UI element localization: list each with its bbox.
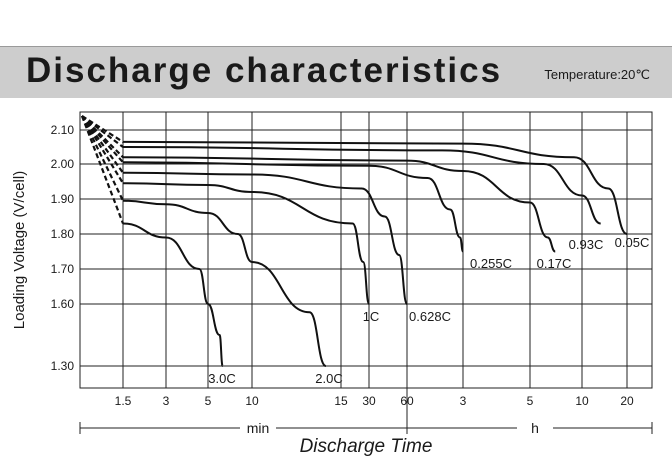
- title-banner: Discharge characteristics Temperature:20…: [0, 46, 672, 98]
- curve-label: 1C: [363, 309, 380, 324]
- x-unit-label: min: [247, 420, 270, 436]
- curve-label: 0.255C: [470, 256, 512, 271]
- x-tick-label: 10: [575, 394, 589, 408]
- discharge-curve: [122, 199, 327, 367]
- curve-initial-dip: [81, 115, 124, 143]
- discharge-curve: [122, 140, 628, 235]
- x-tick-labels: 1.5 3 5 10 15 30 60 3 5 10 20: [115, 394, 634, 408]
- x-tick-label: 3: [460, 394, 467, 408]
- x-tick-label: 10: [245, 394, 259, 408]
- x-tick-label: 5: [205, 394, 212, 408]
- y-tick-label: 2.10: [51, 123, 75, 137]
- y-tick-label: 1.90: [51, 192, 75, 206]
- unit-label-bg: [517, 420, 553, 436]
- y-tick-labels: 2.10 2.00 1.90 1.80 1.70 1.60 1.30: [51, 123, 75, 373]
- curve-label: 0.628C: [409, 309, 451, 324]
- curve-label: 0.93C: [569, 237, 604, 252]
- x-tick-label: 60: [400, 394, 414, 408]
- curve-initial-dip: [81, 115, 124, 174]
- curve-labels: 3.0C 2.0C 1C 0.628C 0.255C 0.17C 0.93C 0.05C: [208, 235, 649, 386]
- chart-title: Discharge characteristics: [26, 51, 503, 90]
- x-tick-label: 3: [163, 394, 170, 408]
- y-axis-title: Loading Voltage (V/cell): [11, 171, 28, 329]
- curve-label: 0.17C: [537, 256, 572, 271]
- discharge-curves: [80, 115, 628, 367]
- temperature-note: Temperature:20℃: [544, 67, 650, 82]
- curve-initial-dip: [81, 115, 124, 158]
- x-axis-title: Discharge Time: [300, 436, 433, 457]
- curve-label: 0.05C: [615, 235, 650, 250]
- y-tick-label: 2.00: [51, 157, 75, 171]
- y-tick-label: 1.30: [51, 359, 75, 373]
- discharge-curve: [122, 161, 464, 253]
- x-tick-label: 20: [620, 394, 634, 408]
- y-tick-label: 1.70: [51, 262, 75, 276]
- axis-titles: min h Discharge Time Loading Voltage (V/cel…: [11, 171, 553, 457]
- discharge-curve: [122, 222, 224, 367]
- x-unit-label: h: [531, 420, 539, 436]
- y-tick-label: 1.60: [51, 297, 75, 311]
- discharge-curve: [122, 171, 408, 305]
- discharge-curve: [122, 146, 602, 225]
- x-tick-label: 30: [362, 394, 376, 408]
- y-tick-label: 1.80: [51, 227, 75, 241]
- x-tick-label: 1.5: [115, 394, 132, 408]
- unit-label-bg: [240, 420, 276, 436]
- x-tick-label: 15: [334, 394, 348, 408]
- chart-frame: [79, 111, 653, 434]
- curve-initial-dip: [81, 115, 124, 184]
- chart-grid: [80, 112, 652, 388]
- curve-label: 3.0C: [208, 371, 235, 386]
- plot-border: [79, 111, 653, 389]
- curve-initial-dip: [80, 115, 125, 224]
- x-tick-label: 5: [527, 394, 534, 408]
- discharge-curve: [122, 182, 370, 305]
- discharge-curve: [122, 156, 556, 253]
- curve-label: 2.0C: [315, 371, 342, 386]
